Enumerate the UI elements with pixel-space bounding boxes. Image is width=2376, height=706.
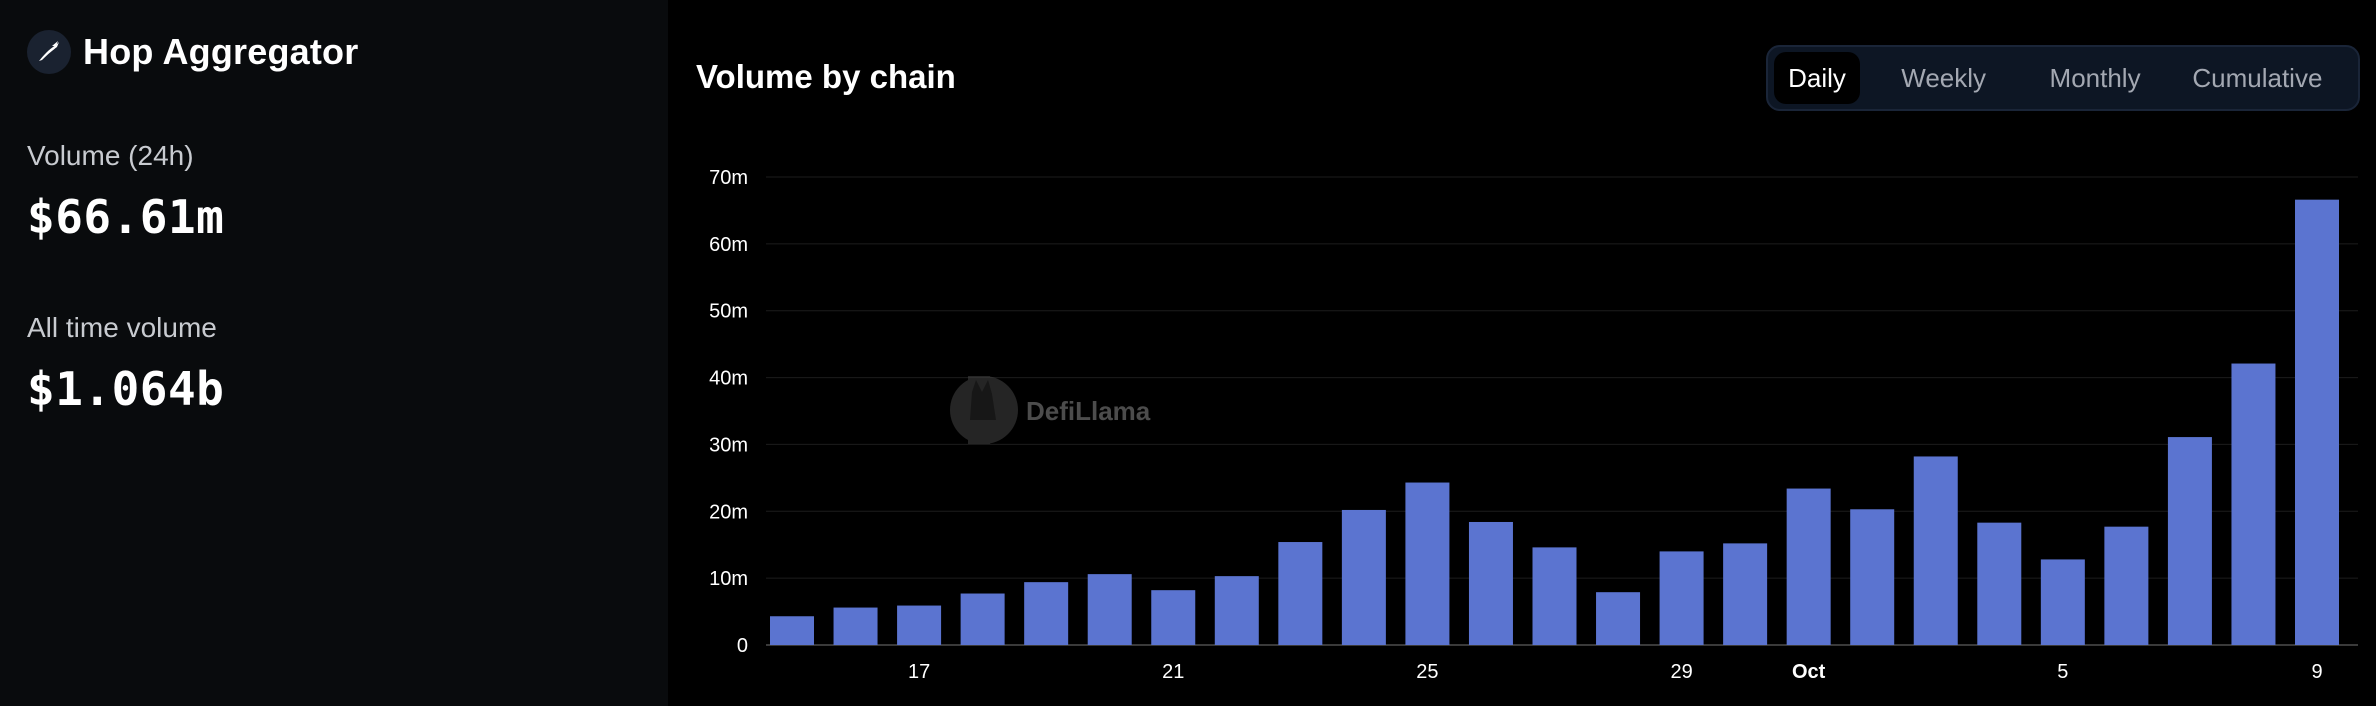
y-tick-label: 40m: [709, 368, 748, 390]
x-tick-label: Oct: [1792, 661, 1826, 683]
bar-sep-27[interactable]: [1532, 547, 1577, 645]
volume-24h-label: Volume (24h): [27, 140, 194, 171]
bar-sep-30[interactable]: [1723, 543, 1768, 645]
y-tick-label: 70m: [709, 167, 748, 189]
chart-panel: Volume by chain Daily Weekly Monthly Cum…: [668, 0, 2376, 706]
x-tick-label: 9: [2311, 661, 2322, 683]
bar-sep-28[interactable]: [1596, 592, 1641, 645]
bar-oct-3[interactable]: [1913, 456, 1958, 645]
bar-sep-26[interactable]: [1468, 521, 1513, 645]
bar-oct-7[interactable]: [2167, 437, 2212, 645]
period-toggle: Daily Weekly Monthly Cumulative: [1766, 45, 2360, 111]
y-tick-label: 30m: [709, 434, 748, 456]
bar-sep-29[interactable]: [1659, 551, 1704, 645]
volume-24h-value: $66.61m: [27, 190, 225, 244]
toggle-weekly[interactable]: Weekly: [1901, 62, 1987, 93]
x-tick-label: 5: [2057, 661, 2068, 683]
y-tick-label: 10m: [709, 568, 748, 590]
all-time-volume-value: $1.064b: [27, 362, 225, 416]
toggle-daily[interactable]: Daily: [1774, 52, 1860, 104]
bar-oct-4[interactable]: [1977, 522, 2022, 645]
x-tick-label: 25: [1416, 661, 1438, 683]
bar-oct-8[interactable]: [2231, 363, 2276, 645]
bar-sep-15[interactable]: [770, 616, 814, 645]
protocol-header: Hop Aggregator: [27, 30, 358, 74]
rabbit-icon: [27, 30, 71, 74]
x-tick-label: 17: [908, 661, 930, 683]
protocol-name: Hop Aggregator: [83, 31, 359, 72]
x-tick-label: 29: [1670, 661, 1692, 683]
bar-oct-6[interactable]: [2104, 526, 2149, 645]
bar-sep-16[interactable]: [833, 607, 878, 645]
bar-oct-1[interactable]: [1786, 488, 1831, 645]
chart-title: Volume by chain: [696, 58, 956, 95]
y-tick-label: 0: [737, 635, 748, 657]
y-tick-label: 60m: [709, 234, 748, 256]
bar-sep-17[interactable]: [897, 605, 942, 645]
llama-logo-icon: [950, 376, 1018, 444]
all-time-volume-label: All time volume: [27, 312, 217, 343]
bar-oct-2[interactable]: [1850, 509, 1895, 645]
volume-bar-chart: 0 10m 20m 30m 40m 50m 60m 70m DefiLlama 17 21 25 2…: [709, 167, 2358, 683]
bar-sep-23[interactable]: [1278, 542, 1323, 645]
defillama-watermark: DefiLlama: [950, 376, 1151, 444]
bar-sep-21[interactable]: [1151, 590, 1196, 645]
bar-sep-20[interactable]: [1087, 574, 1132, 645]
y-tick-label: 20m: [709, 501, 748, 523]
bar-sep-19[interactable]: [1024, 582, 1069, 645]
toggle-cumulative[interactable]: Cumulative: [2192, 62, 2323, 93]
protocol-summary-panel: Hop Aggregator Volume (24h) $66.61m All …: [0, 0, 668, 706]
bar-sep-25[interactable]: [1405, 482, 1450, 645]
bar-oct-9[interactable]: [2295, 199, 2339, 646]
toggle-monthly[interactable]: Monthly: [2049, 62, 2141, 93]
bar-sep-24[interactable]: [1341, 509, 1386, 645]
bar-sep-18[interactable]: [960, 593, 1005, 645]
watermark-text: DefiLlama: [1026, 396, 1151, 426]
bar-sep-22[interactable]: [1214, 576, 1259, 645]
y-tick-label: 50m: [709, 301, 748, 323]
bar-oct-5[interactable]: [2040, 559, 2085, 645]
x-tick-label: 21: [1162, 661, 1184, 683]
